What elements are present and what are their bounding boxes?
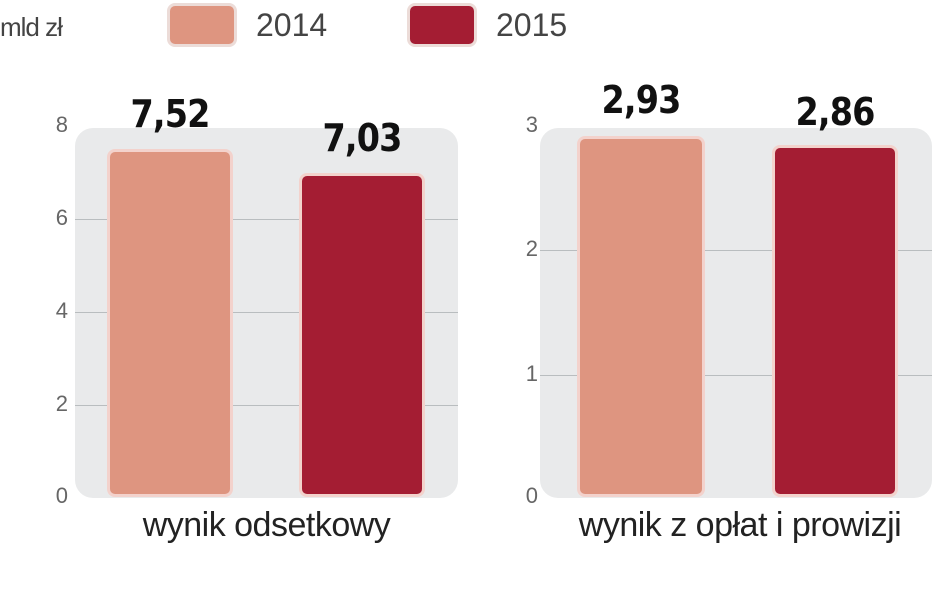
legend-item-2014: 2014: [170, 6, 327, 44]
y-tick: 2: [55, 391, 68, 416]
unit-label: mld zł: [0, 12, 63, 42]
bar-2015: [775, 148, 895, 494]
legend-item-2015: 2015: [410, 6, 567, 44]
value-label-2015: 2,86: [795, 90, 875, 134]
y-tick: 3: [525, 112, 538, 137]
y-tick: 2: [525, 236, 538, 261]
y-tick: 0: [525, 483, 538, 508]
gridline-1: [540, 375, 932, 376]
value-label-2014: 2,93: [601, 78, 681, 122]
y-tick: 1: [525, 361, 538, 386]
gridline-6: [75, 219, 458, 220]
legend-swatch-2014: [170, 6, 234, 44]
bar-2014: [110, 152, 230, 494]
gridline-2: [75, 405, 458, 406]
y-tick: 6: [55, 205, 68, 230]
value-label-2015: 7,03: [322, 116, 402, 160]
x-axis-label: wynik z opłat i prowizji: [578, 506, 902, 544]
y-tick: 8: [55, 112, 68, 137]
x-axis-label: wynik odsetkowy: [142, 506, 391, 544]
gridline-4: [75, 312, 458, 313]
legend-label-2015: 2015: [496, 6, 568, 43]
legend-label-2014: 2014: [256, 6, 328, 43]
bar-2014: [580, 139, 702, 494]
value-label-2014: 7,52: [130, 92, 210, 136]
bar-2015: [302, 176, 422, 494]
y-tick: 0: [55, 483, 68, 508]
y-tick: 4: [55, 298, 68, 323]
legend-swatch-2015: [410, 6, 474, 44]
gridline-2: [540, 250, 932, 251]
